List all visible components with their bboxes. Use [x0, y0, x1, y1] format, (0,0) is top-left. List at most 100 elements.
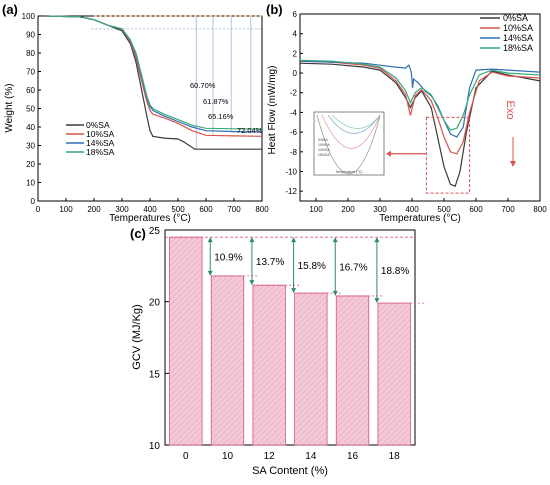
panel-b-exo-label: Exo	[504, 101, 516, 120]
panel-a-xtick-label: 400	[143, 205, 157, 214]
panel-a-ytick-label: 20	[26, 160, 35, 169]
panel-b-series-line-1	[299, 60, 541, 155]
panel-b-label: (b)	[266, 2, 283, 17]
panel-c-drop-arrowhead-top	[249, 237, 255, 243]
panel-b-xtick-label: 800	[533, 205, 547, 214]
panel-b-legend-label: 0%SA	[503, 13, 528, 23]
panel-b-inset-legend-label: 10%SA	[318, 143, 330, 147]
panel-c-xlabel: SA Content (%)	[252, 465, 328, 477]
panel-c-drop-arrowhead-top	[207, 237, 213, 243]
panel-a-legend-label: 10%SA	[86, 129, 115, 139]
panel-a-annotation-label: 61.87%	[203, 97, 229, 106]
panel-b-ytick-label: 2	[293, 49, 298, 58]
panel-c-label: (c)	[130, 226, 146, 241]
panel-a-series-line-3	[46, 15, 263, 130]
panel-c-bar	[377, 302, 411, 446]
panel-c-bars	[169, 236, 411, 446]
panel-a-ytick-label: 30	[26, 142, 35, 151]
panel-c-ytick-label: 15	[149, 369, 161, 380]
panel-b-ylabel: Heat Flow (mW/mg)	[267, 66, 278, 155]
panel-c-drop-arrowhead-bottom	[207, 270, 213, 276]
panel-b-ytick-label: -10	[285, 167, 297, 176]
panel-c-bar	[294, 292, 328, 446]
panel-c-xtick-label: 12	[264, 451, 276, 462]
panel-b-inset-curve	[321, 114, 381, 149]
panel-a-xlabel: Temperatures (°C)	[109, 213, 191, 224]
panel-b-ytick-label: 0	[293, 69, 298, 78]
panel-c-drop-arrowhead-bottom	[249, 280, 255, 286]
panel-c-xtick-label: 16	[347, 451, 359, 462]
panel-b-xtick-label: 200	[341, 205, 355, 214]
panel-a-annotation-label: 60.70%	[190, 81, 216, 90]
panel-b-inset-arrowhead	[386, 150, 391, 157]
panel-c-bar	[210, 275, 245, 446]
panel-a-annotation-label: 72.04%	[237, 126, 263, 135]
panel-b-inset-legend-label: 18%SA	[318, 153, 330, 157]
panel-c-ytick-label: 25	[149, 226, 161, 237]
panel-b-ytick-label: -2	[290, 89, 298, 98]
panel-b-xtick-label: 300	[373, 205, 387, 214]
panel-a-xtick-label: 500	[171, 205, 185, 214]
panel-c-drop-label: 10.9%	[214, 253, 242, 264]
panel-c-xtick-label: 18	[389, 451, 401, 462]
panel-a-xtick-label: 0	[36, 205, 41, 214]
panel-a-frame	[37, 15, 263, 202]
panel-a-reference-lines	[91, 15, 262, 150]
panel-b-exo-arrowhead	[510, 161, 516, 167]
panel-b-series-lines	[299, 59, 541, 187]
panel-c-annotations: 10.9% 13.7% 15.8% 16.7% 18.8%	[165, 236, 426, 304]
panel-c-drop-arrowhead-bottom	[332, 290, 338, 296]
panel-b-xtick-label: 100	[309, 205, 323, 214]
panel-c-ytick-label: 20	[149, 298, 161, 309]
panel-a-ytick-label: 10	[26, 179, 35, 188]
panel-b-series-line-2	[299, 60, 541, 138]
panel-b-inset-curve	[327, 114, 381, 134]
panel-a-xtick-label: 800	[255, 205, 269, 214]
panel-c-ytick-label: 10	[149, 441, 161, 452]
panel-a-xtick-label: 600	[199, 205, 213, 214]
panel-c-xtick-label: 0	[183, 451, 189, 462]
panel-c-bar	[252, 284, 286, 446]
panel-b-highlight-box	[425, 116, 471, 194]
panel-a-ytick-label: 80	[26, 49, 35, 58]
panel-b-legend-label: 18%SA	[503, 43, 533, 53]
panel-a-ytick-label: 0	[31, 197, 36, 206]
panel-a-ytick-label: 40	[26, 123, 35, 132]
panel-a-label: (a)	[2, 2, 18, 17]
panel-a-xtick-label: 700	[227, 205, 241, 214]
panel-a-ytick-label: 70	[26, 68, 35, 77]
panel-a-legend-label: 18%SA	[86, 147, 115, 157]
panel-a-series-lines	[46, 15, 263, 150]
panel-c-drop-arrowhead-bottom	[374, 298, 380, 304]
panel-b-inset-curve	[316, 114, 381, 175]
panel-b-ytick-label: -4	[290, 108, 298, 117]
panel-b-dsc-chart: (b) 100 200 300 400 500 600 700 800 -12 -10 -8 -6 -4…	[266, 2, 547, 224]
panel-b-series-line-3	[299, 59, 541, 131]
panel-a-legend-label: 14%SA	[86, 138, 115, 148]
panel-c-drop-label: 18.8%	[381, 266, 409, 277]
panel-c-drop-label: 16.7%	[339, 263, 367, 274]
panel-b-frame	[299, 13, 541, 202]
panel-b-inset-xlabel: Temperature (°C)	[336, 170, 363, 174]
panel-c-drop-arrowhead-bottom	[291, 288, 297, 294]
panel-b-xtick-label: 700	[501, 205, 515, 214]
panel-a-annotations: 60.70% 61.87% 65.16%72.04%	[190, 81, 263, 135]
panel-b-ticks: 100 200 300 400 500 600 700 800 -12 -10 -8 -6 -4 -2 0 2…	[285, 10, 547, 214]
panel-a-ytick-label: 90	[26, 31, 35, 40]
panel-b-xtick-label: 500	[437, 205, 451, 214]
panel-c-drop-arrowhead-top	[291, 237, 297, 243]
panel-a-xtick-label: 300	[115, 205, 129, 214]
panel-a-ytick-label: 60	[26, 86, 35, 95]
panel-a-ylabel: Weight (%)	[4, 83, 15, 132]
panel-a-ytick-label: 100	[22, 12, 36, 21]
panel-a-annotation-label: 65.16%	[208, 112, 234, 121]
panel-c-frame	[164, 229, 416, 446]
panel-b-legend-label: 10%SA	[503, 23, 533, 33]
panel-a-tga-chart: (a) 0 100 200 300 400 500 600 700 800 0 10 20 30 40 50…	[2, 2, 269, 224]
panel-a-xtick-label: 100	[59, 205, 73, 214]
